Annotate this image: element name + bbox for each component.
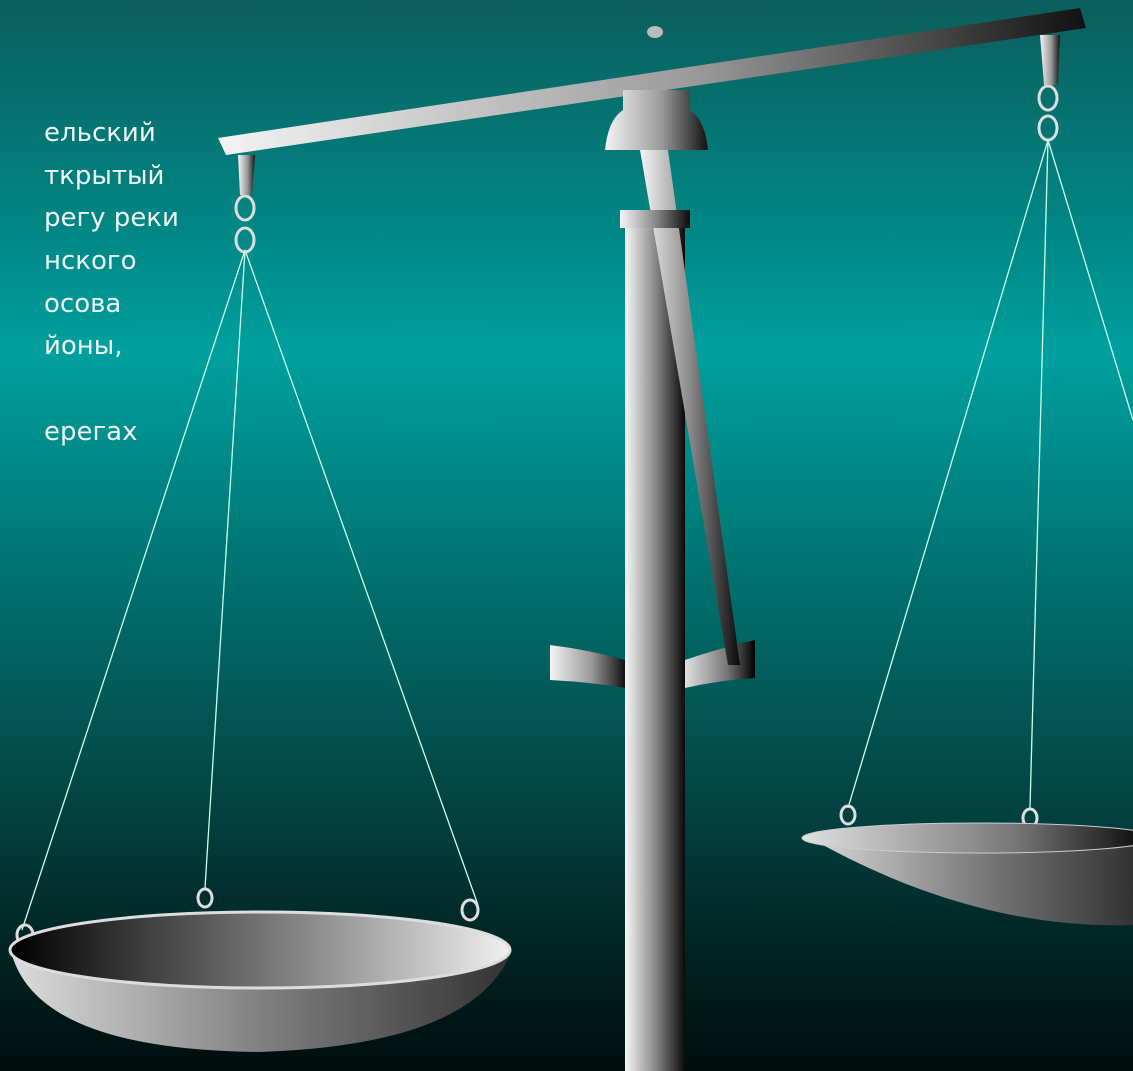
pointer	[640, 150, 740, 665]
text-line: йоны,	[44, 331, 123, 362]
cross-left	[550, 645, 625, 688]
text-line: ткрытый	[44, 160, 165, 191]
text-line: ельский	[44, 118, 156, 148]
crown	[605, 90, 708, 150]
text-line: осова	[44, 288, 122, 319]
slide-text: ельский ткрытый регу реки нского осова й…	[0, 112, 230, 454]
text-line: ерегах	[44, 416, 138, 447]
text-line: регу реки	[44, 203, 179, 234]
collar	[620, 210, 690, 228]
strings	[21, 139, 1133, 931]
hook	[238, 155, 255, 195]
cross-right	[685, 640, 755, 688]
right-pan-bowl	[805, 835, 1133, 926]
pivot	[647, 26, 663, 38]
right-pan	[801, 822, 1133, 854]
left-pan	[8, 910, 512, 990]
hook	[1040, 35, 1060, 85]
pillar	[625, 212, 685, 1071]
text-line: нского	[44, 246, 137, 277]
beam	[218, 8, 1086, 155]
